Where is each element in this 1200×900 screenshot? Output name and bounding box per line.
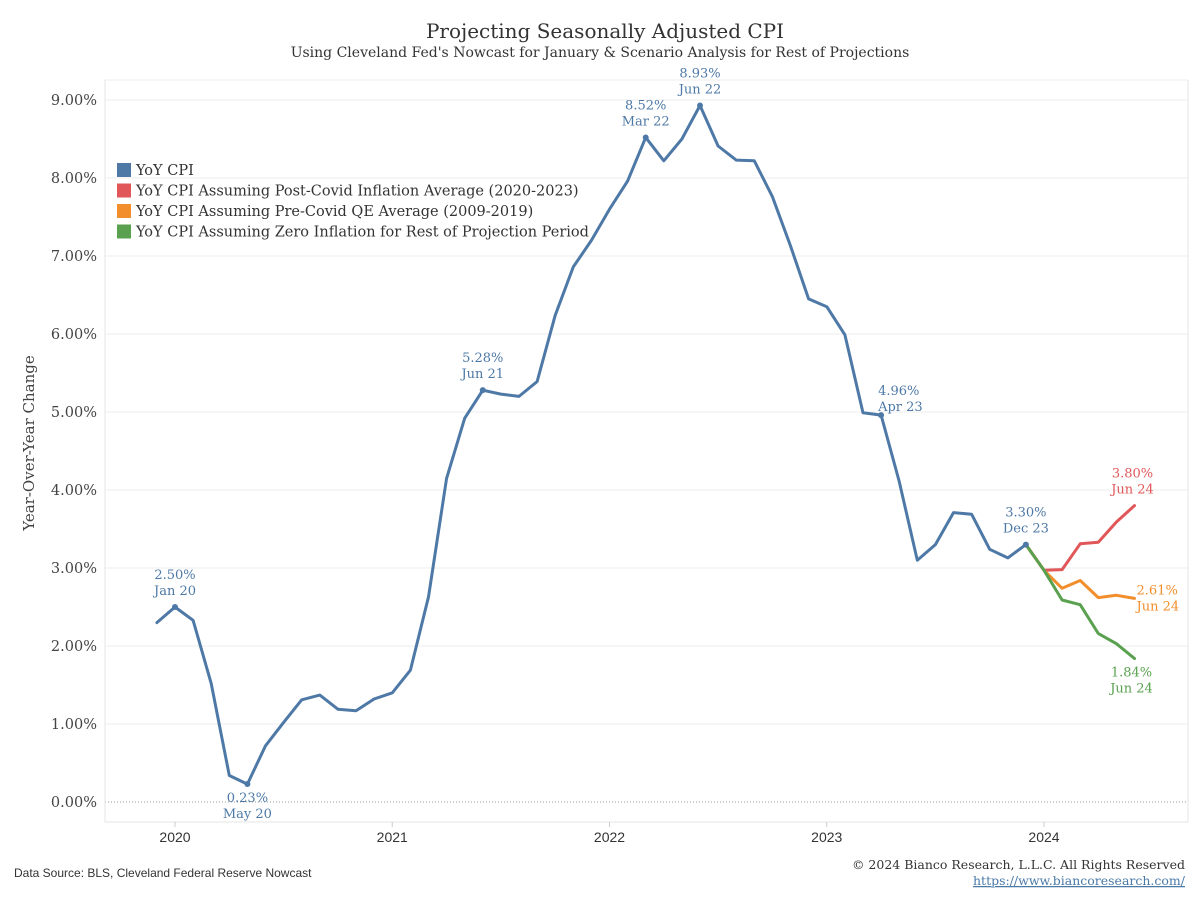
annotation-value: 8.93% <box>679 66 720 81</box>
y-tick-label: 5.00% <box>51 405 97 421</box>
annotation-marker <box>244 781 251 788</box>
legend-label: YoY CPI <box>135 163 194 179</box>
annotation-value: 4.96% <box>878 384 919 399</box>
annotation-value: 1.84% <box>1111 665 1152 680</box>
y-tick-label: 9.00% <box>51 93 97 109</box>
x-tick-labels: 2020 2021 2022 2023 2024 <box>159 822 1060 845</box>
annotation-date: Jun 21 <box>459 367 504 382</box>
x-tick-label: 2024 <box>1028 829 1059 845</box>
x-tick-label: 2020 <box>159 829 190 845</box>
annotation-date: Apr 23 <box>877 400 923 415</box>
series-line-2 <box>1024 543 1136 600</box>
website-link[interactable]: https://www.biancoresearch.com/ <box>973 873 1186 888</box>
x-tick-label: 2021 <box>377 829 408 845</box>
annotation-value: 0.23% <box>227 791 268 806</box>
y-tick-label: 4.00% <box>51 483 97 499</box>
series-line-3 <box>1024 543 1136 660</box>
annotation-value: 2.50% <box>154 568 195 583</box>
legend-label: YoY CPI Assuming Zero Inflation for Rest… <box>135 225 589 241</box>
y-tick-label: 7.00% <box>51 249 97 265</box>
annotation-marker <box>1022 541 1029 548</box>
legend-swatch <box>117 183 131 198</box>
copyright: © 2024 Bianco Research, L.L.C. All Right… <box>852 857 1185 872</box>
legend-swatch <box>117 224 131 239</box>
y-axis-label: Year-Over-Year Change <box>20 355 38 532</box>
annotation-date: Jun 24 <box>1135 599 1180 614</box>
annotation-date: Jun 22 <box>677 82 722 97</box>
gridlines <box>104 79 1189 823</box>
chart-title: Projecting Seasonally Adjusted CPI <box>426 19 784 43</box>
annotation-value: 8.52% <box>625 98 666 113</box>
annotations: 2.50%Jan 20 0.23%May 20 5.28%Jun 21 8.52%Ma… <box>152 66 1179 822</box>
legend-label: YoY CPI Assuming Post-Covid Inflation Av… <box>135 184 579 200</box>
x-tick-label: 2022 <box>594 829 625 845</box>
annotation-value: 2.61% <box>1137 583 1178 598</box>
y-tick-labels: 0.00% 1.00% 2.00% 3.00% 4.00% 5.00% 6.00% 7.00%… <box>51 93 97 811</box>
legend: YoY CPI YoY CPI Assuming Post-Covid Infla… <box>117 163 589 241</box>
annotation-date: Jun 24 <box>1109 483 1154 498</box>
legend-label: YoY CPI Assuming Pre-Covid QE Average (2… <box>135 204 533 220</box>
y-tick-label: 6.00% <box>51 327 97 343</box>
annotation-value: 3.80% <box>1112 467 1153 482</box>
legend-swatch <box>117 163 131 177</box>
annotation-value: 5.28% <box>462 351 503 366</box>
annotation-markers <box>172 102 1029 788</box>
y-tick-label: 3.00% <box>51 561 97 577</box>
annotation-date: Jan 20 <box>152 584 196 599</box>
y-tick-label: 1.00% <box>51 717 97 733</box>
annotation-date: Jun 24 <box>1108 681 1153 696</box>
annotation-marker <box>878 412 885 419</box>
annotation-date: Dec 23 <box>1003 522 1049 537</box>
annotation-date: Mar 22 <box>622 114 670 129</box>
annotation-marker <box>172 604 178 610</box>
legend-swatch <box>117 204 131 218</box>
y-tick-label: 2.00% <box>51 639 97 655</box>
y-tick-label: 0.00% <box>51 795 97 811</box>
x-tick-label: 2023 <box>811 829 842 845</box>
annotation-marker <box>479 387 486 394</box>
annotation-value: 3.30% <box>1005 506 1046 521</box>
chart-subtitle: Using Cleveland Fed's Nowcast for Januar… <box>291 45 910 61</box>
y-tick-label: 8.00% <box>51 171 97 187</box>
annotation-marker <box>697 102 704 109</box>
annotation-date: May 20 <box>223 807 272 822</box>
data-source: Data Source: BLS, Cleveland Federal Rese… <box>14 866 312 880</box>
annotation-marker <box>642 134 649 141</box>
